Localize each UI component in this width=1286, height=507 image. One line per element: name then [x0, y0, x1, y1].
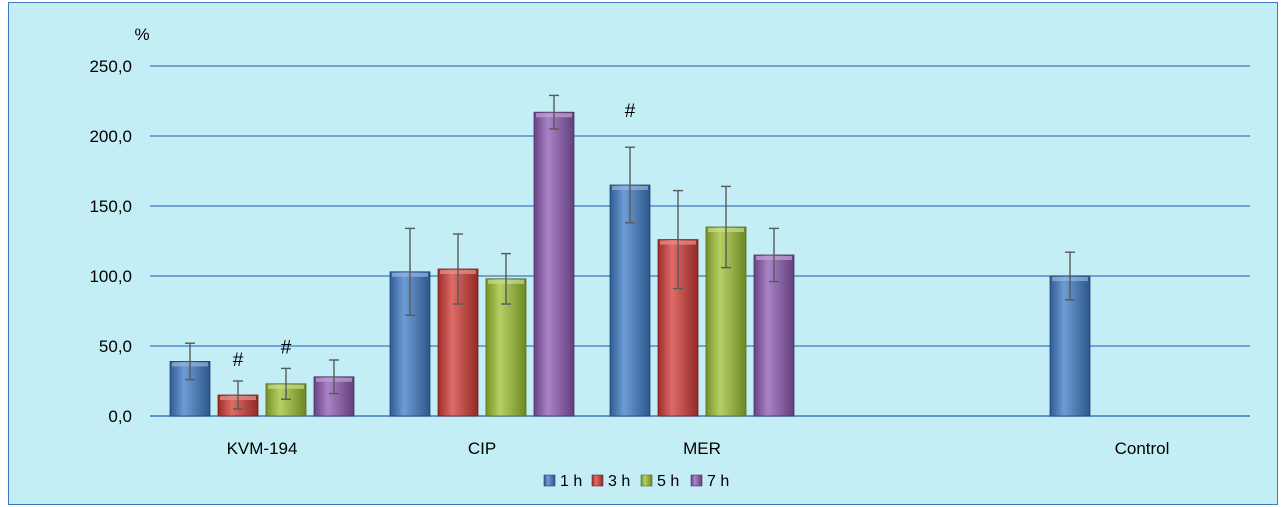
error-bars: [185, 94, 1075, 410]
y-tick-label: 250,0: [89, 57, 132, 76]
y-tick-label: 50,0: [99, 337, 132, 356]
legend-label: 1 h: [560, 473, 582, 490]
y-tick-label: 100,0: [89, 267, 132, 286]
legend-swatch: [591, 474, 604, 487]
y-axis-label: %: [134, 25, 149, 44]
legend-swatch: [543, 474, 556, 487]
x-category-label: KVM-194: [227, 439, 298, 458]
significance-marker: #: [233, 350, 244, 371]
y-tick-label: 0,0: [108, 407, 132, 426]
legend-label: 3 h: [608, 473, 630, 490]
legend-swatch: [640, 474, 653, 487]
y-tick-label: 150,0: [89, 197, 132, 216]
x-category-label: MER: [683, 439, 721, 458]
y-tick-label: 200,0: [89, 127, 132, 146]
legend-swatch: [690, 474, 703, 487]
legend-label: 5 h: [657, 473, 679, 490]
x-category-label: CIP: [468, 439, 496, 458]
x-category-label: Control: [1115, 439, 1170, 458]
x-axis-labels: KVM-194 CIP MER Control: [227, 439, 1170, 458]
annotations: # # #: [233, 101, 636, 371]
y-axis-ticks: 0,0 50,0 100,0 150,0 200,0 250,0: [89, 57, 132, 426]
bar-cip-7h: [533, 111, 575, 417]
legend-label: 7 h: [707, 473, 729, 490]
legend: 1 h 3 h 5 h 7 h: [543, 473, 729, 490]
significance-marker: #: [625, 101, 636, 122]
significance-marker: #: [281, 337, 292, 358]
